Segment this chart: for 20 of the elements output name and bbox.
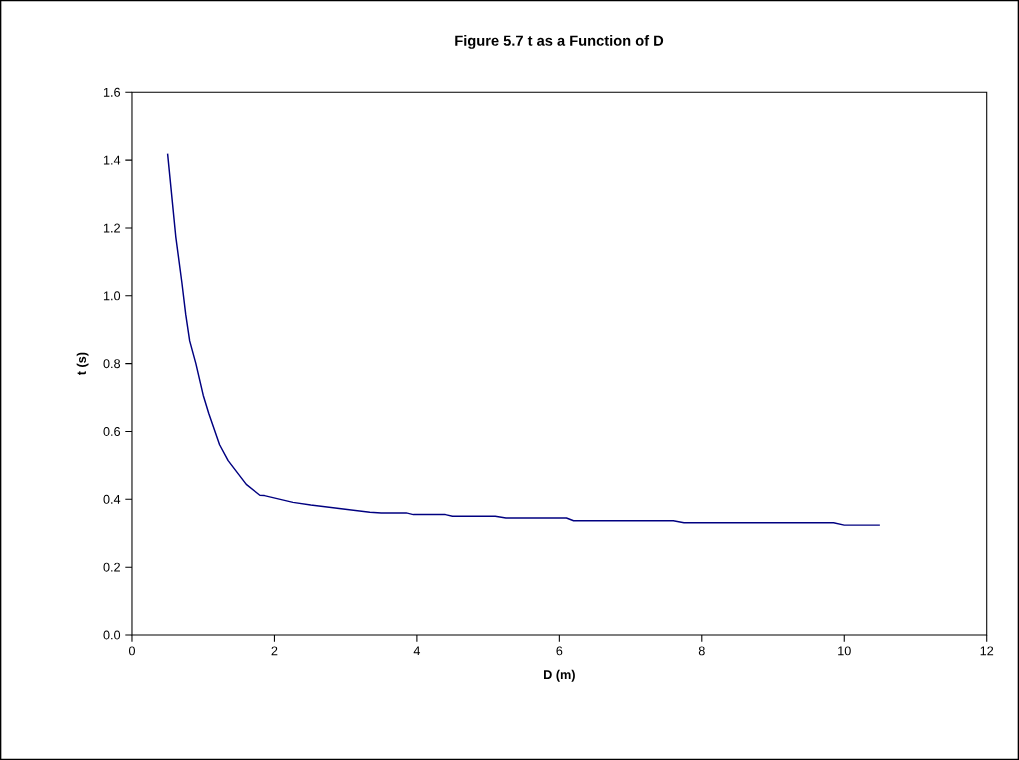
x-tick-label: 0 [128,646,135,656]
x-axis-title: D (m) [544,669,575,682]
chart-title: Figure 5.7 t as a Function of D [455,35,664,49]
y-tick-label: 0.2 [103,562,120,572]
x-tick-label: 12 [980,646,994,656]
x-tick-label: 2 [271,646,278,656]
y-tick-label: 1.2 [103,223,120,233]
y-tick-label: 0.6 [103,427,121,436]
x-tick-label: 6 [556,646,563,656]
y-tick-label: 0.0 [103,630,121,640]
x-tick-label: 10 [838,646,851,656]
x-tick-label: 8 [698,646,705,656]
y-tick-label: 0.8 [103,359,121,369]
y-tick-label: 0.4 [103,494,121,504]
y-axis-title: t (s) [76,352,89,376]
y-tick-label: 1.4 [103,155,121,165]
line-series [166,152,881,526]
x-tick-label: 4 [413,646,421,656]
y-tick-label: 1.6 [103,87,121,97]
y-tick-label: 1.0 [103,291,121,301]
